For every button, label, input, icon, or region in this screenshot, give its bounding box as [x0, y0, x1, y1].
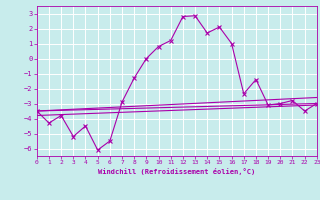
X-axis label: Windchill (Refroidissement éolien,°C): Windchill (Refroidissement éolien,°C) — [98, 168, 255, 175]
